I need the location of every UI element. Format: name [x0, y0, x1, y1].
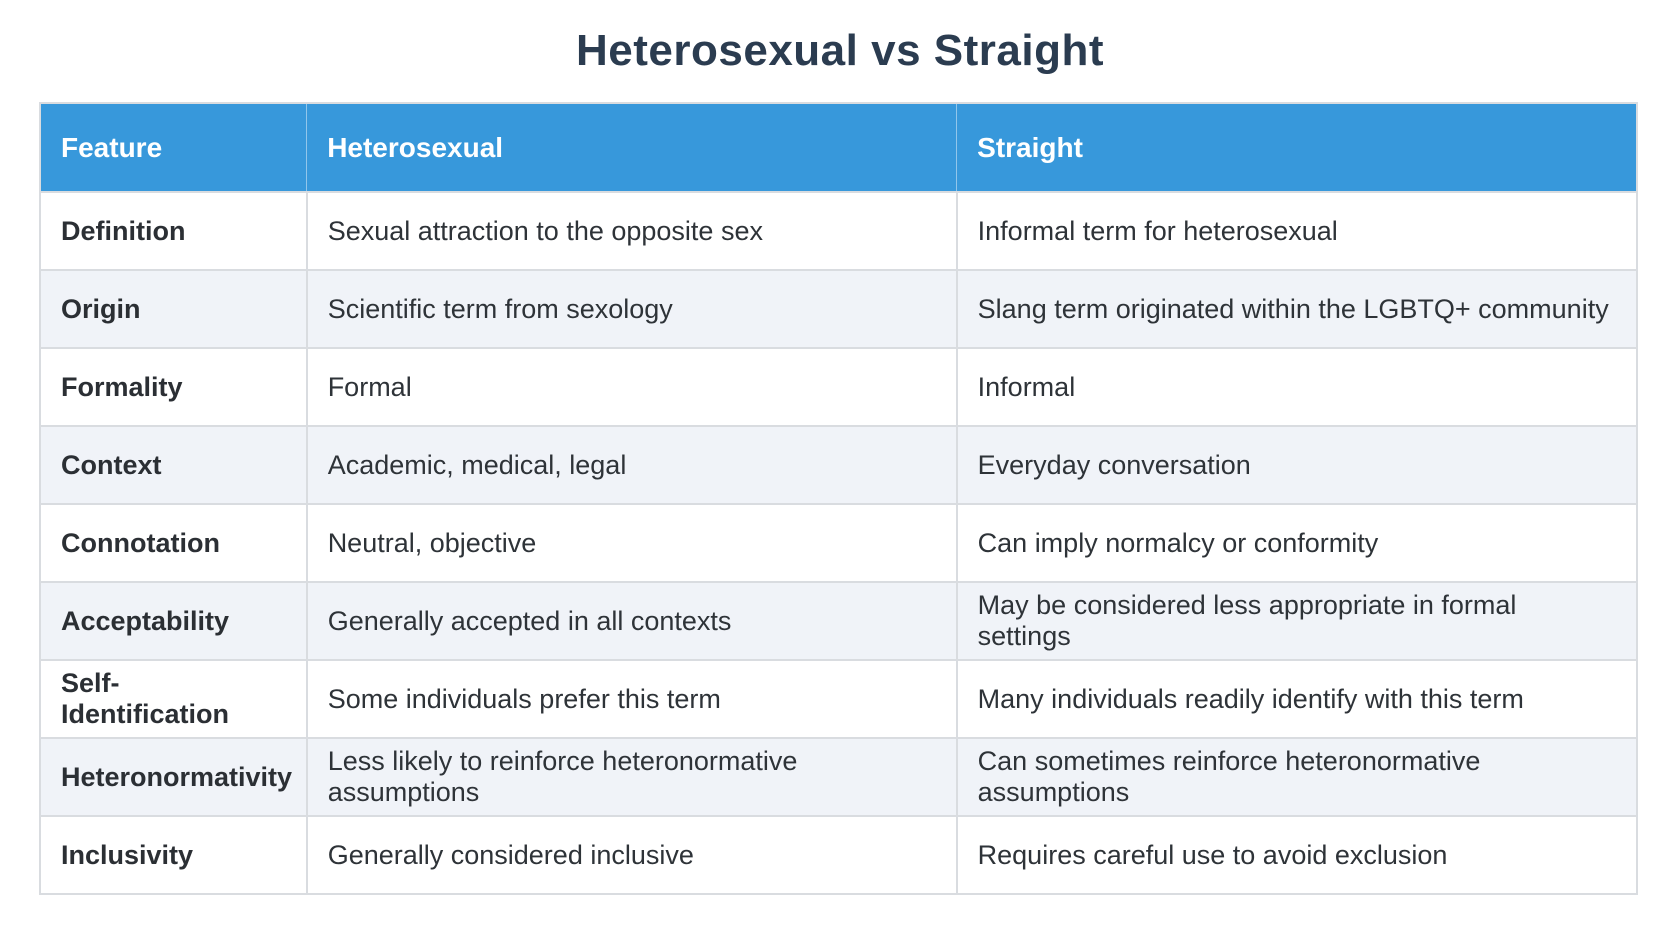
- table-row: Heteronormativity Less likely to reinforc…: [39, 737, 1639, 817]
- column-header-feature: Feature: [40, 103, 307, 192]
- cell-feature: Self-Identification: [39, 659, 308, 739]
- cell-heterosexual: Generally considered inclusive: [305, 815, 958, 895]
- table-row: Origin Scientific term from sexology Slang…: [39, 269, 1639, 349]
- cell-heterosexual: Generally accepted in all contexts: [305, 581, 958, 661]
- cell-heterosexual: Neutral, objective: [305, 503, 958, 583]
- page-title: Heterosexual vs Straight: [576, 26, 1104, 75]
- cell-heterosexual: Academic, medical, legal: [305, 425, 958, 505]
- cell-heterosexual: Scientific term from sexology: [305, 269, 958, 349]
- table-row: Acceptability Generally accepted in all c…: [39, 581, 1639, 661]
- cell-straight: May be considered less appropriate in fo…: [955, 581, 1639, 661]
- cell-feature: Formality: [39, 347, 308, 427]
- table-header-row: Feature Heterosexual Straight: [40, 103, 1637, 192]
- cell-straight: Requires careful use to avoid exclusion: [955, 815, 1639, 895]
- table-row: Context Academic, medical, legal Everyday …: [39, 425, 1639, 505]
- comparison-table: Feature Heterosexual Straight Definition…: [39, 102, 1639, 895]
- cell-heterosexual: Formal: [305, 347, 958, 427]
- cell-straight: Many individuals readily identify with t…: [955, 659, 1639, 739]
- cell-feature: Acceptability: [39, 581, 308, 661]
- table-header: Feature Heterosexual Straight: [40, 103, 1637, 192]
- column-header-straight: Straight: [956, 103, 1637, 192]
- cell-feature: Origin: [39, 269, 308, 349]
- cell-straight: Can sometimes reinforce heteronormative …: [955, 737, 1639, 817]
- cell-straight: Can imply normalcy or conformity: [955, 503, 1639, 583]
- cell-feature: Connotation: [39, 503, 308, 583]
- table-row: Connotation Neutral, objective Can imply n…: [39, 503, 1639, 583]
- cell-heterosexual: Less likely to reinforce heteronormative…: [305, 737, 958, 817]
- table-row: Formality Formal Informal: [39, 347, 1639, 427]
- cell-feature: Definition: [39, 191, 308, 271]
- cell-heterosexual: Sexual attraction to the opposite sex: [305, 191, 958, 271]
- cell-feature: Inclusivity: [39, 815, 308, 895]
- cell-straight: Informal term for heterosexual: [955, 191, 1639, 271]
- table-row: Definition Sexual attraction to the oppos…: [39, 191, 1639, 271]
- cell-feature: Context: [39, 425, 308, 505]
- cell-feature: Heteronormativity: [39, 737, 308, 817]
- cell-straight: Informal: [955, 347, 1639, 427]
- cell-heterosexual: Some individuals prefer this term: [305, 659, 958, 739]
- table-row: Inclusivity Generally considered inclusiv…: [39, 815, 1639, 895]
- column-header-heterosexual: Heterosexual: [306, 103, 957, 192]
- cell-straight: Everyday conversation: [955, 425, 1639, 505]
- cell-straight: Slang term originated within the LGBTQ+ …: [955, 269, 1639, 349]
- table-row: Self-Identification Some individuals pref…: [39, 659, 1639, 739]
- table-body: Definition Sexual attraction to the oppos…: [39, 191, 1639, 895]
